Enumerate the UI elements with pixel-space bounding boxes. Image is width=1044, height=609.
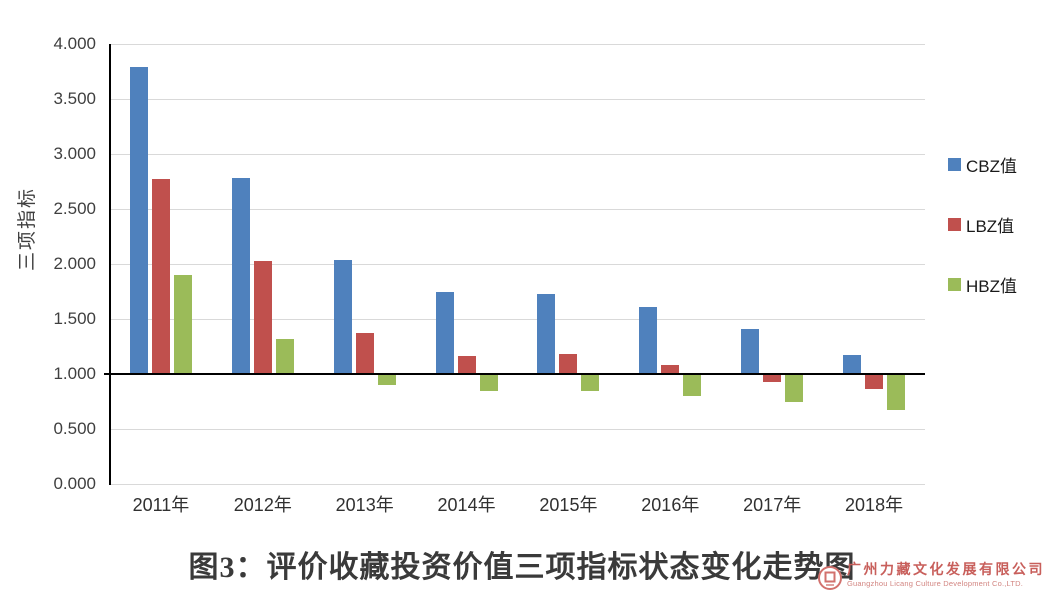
bar [333,259,352,374]
y-axis-line [109,44,111,485]
bar [785,374,804,402]
bar [763,374,782,382]
gridline [110,209,925,210]
legend-item: HBZ值 [948,272,1017,297]
y-tick-label: 1.000 [53,364,96,383]
y-tick-label: 2.000 [53,254,96,273]
legend-label: LBZ值 [966,217,1015,236]
legend-swatch-icon [948,158,961,171]
legend-item: CBZ值 [948,152,1017,177]
y-tick-label: 3.000 [53,144,96,163]
x-tick-label: 2015年 [539,495,598,515]
bar [537,293,556,374]
bar [435,291,454,374]
x-tick-label: 2018年 [845,495,904,515]
bar [151,179,170,374]
legend-label: CBZ值 [966,157,1017,176]
logo-text: 广州力藏文化发展有限公司 Guangzhou Licang Culture De… [847,562,1044,588]
bar [377,374,396,385]
coin-icon [818,566,842,590]
bar [865,374,884,390]
gridline [110,319,925,320]
legend-item: LBZ值 [948,212,1017,237]
x-tick-label: 2014年 [437,495,496,515]
bar [253,260,272,374]
bar [639,306,658,374]
gridline [110,264,925,265]
bar [355,333,374,374]
gridline [110,484,925,485]
y-tick-label: 0.000 [53,474,96,493]
y-tick-label: 4.000 [53,34,96,53]
bar [275,338,294,374]
x-tick-label: 2013年 [335,495,394,515]
y-tick-label: 2.500 [53,199,96,218]
gridline [110,429,925,430]
legend-swatch-icon [948,278,961,291]
bar [741,328,760,374]
bar [457,356,476,374]
legend-swatch-icon [948,218,961,231]
legend-label: HBZ值 [966,277,1017,296]
y-tick-label: 1.500 [53,309,96,328]
bar [231,178,250,374]
company-logo: 广州力藏文化发展有限公司 Guangzhou Licang Culture De… [818,562,1044,590]
company-name-en: Guangzhou Licang Culture Development Co.… [847,579,1024,588]
plot-area [104,44,925,485]
bar [129,67,148,374]
bar [559,354,578,374]
gridline [110,154,925,155]
legend: CBZ值 LBZ值 HBZ值 [948,152,1017,332]
chart-title: 图3：评价收藏投资价值三项指标状态变化走势图 [188,551,856,584]
x-tick-label: 2011年 [132,495,190,515]
x-tick-label: 2012年 [233,495,292,515]
bar [581,374,600,391]
bar [843,355,862,374]
bar [479,374,498,391]
bar [661,365,680,374]
y-tick-label: 3.500 [53,89,96,108]
gridline [110,44,925,45]
category-axis-line [104,373,925,375]
bar [887,374,906,411]
x-tick-label: 2016年 [641,495,700,515]
bar [173,275,192,374]
x-tick-label: 2017年 [743,495,802,515]
company-name-cn: 广州力藏文化发展有限公司 [847,563,1044,578]
bar [683,374,702,396]
y-tick-label: 0.500 [53,419,96,438]
gridline [110,99,925,100]
